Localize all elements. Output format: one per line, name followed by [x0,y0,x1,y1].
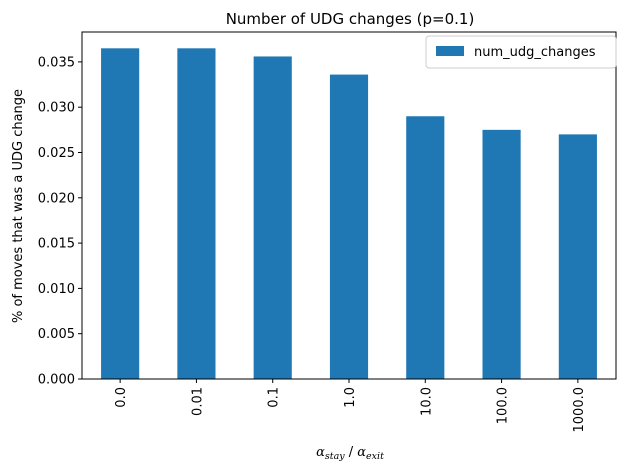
y-tick-label: 0.000 [38,373,75,388]
legend: num_udg_changes [425,35,617,69]
y-axis: 0.000 0.005 0.010 0.015 0.020 0.025 0.030 0.035 [38,55,82,388]
x-tick-label: 1.0 [343,387,358,408]
chart-title: Number of UDG changes (p=0.1) [226,10,475,28]
plot-frame [81,31,617,380]
plot-border [81,31,617,380]
bar-0.0 [101,48,140,379]
x-axis-label: αstay / αexit [316,445,384,462]
bar-1.0 [329,74,369,379]
x-tick-label: 0.01 [190,387,205,416]
x-axis: 0.0 0.01 0.1 1.0 10.0 100.0 1000.0 [114,379,587,433]
y-tick-label: 0.015 [38,237,75,252]
x-tick-label: 1000.0 [572,387,587,433]
bar-0.01 [177,48,216,379]
bar-10.0 [406,116,445,379]
bar-100.0 [482,129,521,379]
bar-0.1 [253,56,292,380]
y-tick-label: 0.005 [38,327,75,342]
bars-layer [101,48,597,380]
legend-frame [425,35,617,69]
y-tick-label: 0.020 [38,191,75,206]
y-tick-label: 0.010 [38,282,75,297]
y-tick-label: 0.030 [38,101,75,116]
y-tick-label: 0.035 [38,55,75,70]
x-tick-label: 0.0 [114,387,129,408]
y-axis-label: % of moves that was a UDG change [11,89,26,323]
x-tick-label: 0.1 [267,387,282,408]
x-tick-label: 10.0 [419,387,434,416]
y-tick-label: 0.025 [38,146,75,161]
legend-swatch [436,46,464,56]
x-tick-label: 100.0 [496,387,511,424]
legend-label: num_udg_changes [474,45,596,60]
bar-1000.0 [558,134,597,379]
